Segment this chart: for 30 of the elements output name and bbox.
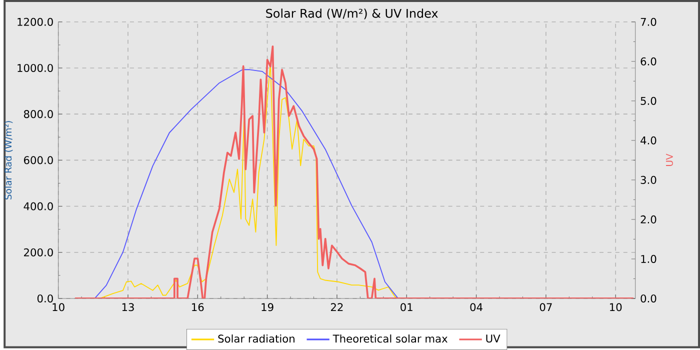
x-tick-label: 01 [400, 303, 412, 312]
y-tick-label: 1200.0 [18, 18, 53, 26]
x-tick-label: 10 [610, 303, 622, 312]
chart-title: Solar Rad (W/m²) & UV Index [266, 8, 438, 20]
x-tick-label: 16 [192, 303, 204, 312]
x-tick-label: 13 [122, 303, 134, 312]
y-tick-label: 800.0 [24, 110, 53, 118]
legend-label: Theoretical solar max [332, 334, 448, 343]
x-tick-label: 04 [470, 303, 482, 312]
x-tick-label: 19 [262, 303, 274, 312]
y2-tick-label: 4.0 [640, 136, 656, 144]
x-tick-label: 07 [540, 303, 552, 312]
y2-tick-label: 7.0 [640, 18, 656, 26]
legend-label: UV [486, 334, 500, 342]
y-tick-label: 600.0 [24, 156, 53, 164]
y-tick-label: 400.0 [24, 202, 53, 210]
x-tick-label: 22 [330, 303, 343, 311]
y2-tick-label: 3.0 [640, 176, 656, 184]
y-tick-label: 200.0 [24, 248, 53, 256]
y-axis-title: Solar Rad (W/m²) [4, 121, 13, 200]
legend-label: Solar radiation [218, 334, 294, 343]
y-tick-label: 0.0 [37, 294, 53, 302]
y2-tick-label: 5.0 [640, 96, 656, 105]
y-tick-label: 1000.0 [18, 64, 53, 72]
x-tick-label: 10 [52, 303, 64, 312]
y2-tick-label: 1.0 [641, 254, 656, 263]
y2-tick-label: 2.0 [640, 215, 656, 224]
y2-axis-title: UV [666, 154, 673, 166]
y2-tick-label: 6.0 [640, 57, 656, 66]
y2-tick-label: 0.0 [640, 294, 656, 302]
